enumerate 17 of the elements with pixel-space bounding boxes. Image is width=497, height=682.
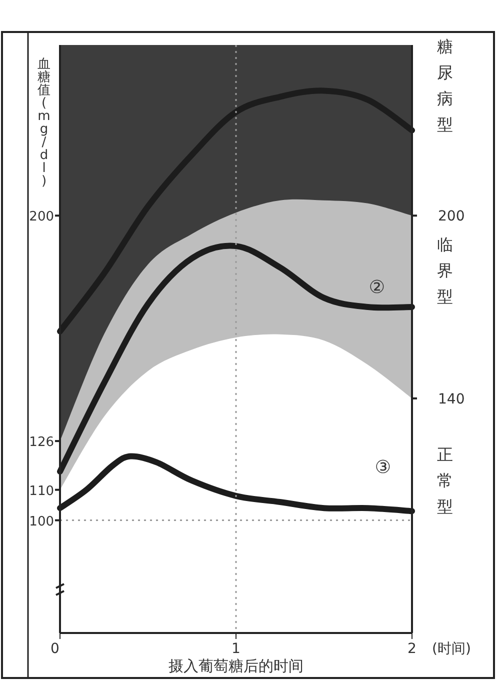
y2-tick-label: 200	[438, 208, 465, 225]
annotation: ②	[368, 277, 386, 298]
x-tick-label: 2	[408, 641, 416, 657]
text: 临界型	[437, 235, 453, 306]
x-axis-title: 摄入葡萄糖后的时间	[168, 657, 304, 675]
x-tick-label: 0	[50, 641, 60, 657]
y-tick-label: 126	[29, 435, 54, 450]
text: 正常型	[437, 445, 453, 516]
text: 糖尿病型	[437, 37, 453, 134]
annotation: ③	[374, 457, 392, 478]
x-tick-label: 1	[232, 641, 240, 657]
y-tick-label: 200	[29, 210, 54, 225]
text: (时间)	[432, 641, 471, 657]
y-tick-label: 100	[29, 514, 54, 530]
y-tick-label: 110	[29, 484, 54, 499]
y2-tick-label: 140	[438, 391, 465, 408]
text: 血糖值(mg/dl)	[38, 57, 50, 189]
